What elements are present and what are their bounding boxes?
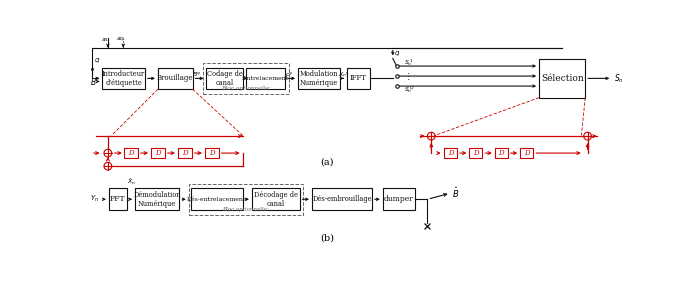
FancyBboxPatch shape [520,148,533,158]
Text: FFT: FFT [110,195,126,203]
Text: $a_1$: $a_1$ [101,36,110,44]
Text: Codage de
canal: Codage de canal [206,70,243,87]
Text: $\hat{X}_n$: $\hat{X}_n$ [127,176,136,187]
Text: D: D [209,149,215,157]
Text: D: D [182,149,188,157]
Text: $\hat{B}$: $\hat{B}$ [452,186,459,200]
FancyBboxPatch shape [158,68,193,89]
Text: Démodulation
Numérique: Démodulation Numérique [133,191,181,208]
Text: D: D [473,149,479,157]
Text: Bloc optionnelle:: Bloc optionnelle: [220,87,271,92]
Text: (b): (b) [320,233,334,242]
FancyBboxPatch shape [124,148,138,158]
Text: D: D [128,149,133,157]
FancyBboxPatch shape [206,68,243,89]
FancyBboxPatch shape [191,189,243,210]
Text: $c^q$: $c^q$ [285,71,293,79]
FancyBboxPatch shape [469,148,482,158]
Text: $q$: $q$ [394,49,400,58]
Text: $B$: $B$ [90,76,97,87]
Text: D: D [448,149,453,157]
FancyBboxPatch shape [252,189,300,210]
FancyBboxPatch shape [108,189,127,210]
Text: IFFT: IFFT [350,74,367,82]
Text: Dés-entrelacement: Dés-entrelacement [187,197,247,202]
Text: $\vdots$: $\vdots$ [404,71,411,82]
Text: Entrelacement: Entrelacement [243,76,289,81]
Text: D: D [524,149,530,157]
FancyBboxPatch shape [444,148,457,158]
FancyBboxPatch shape [135,189,179,210]
Text: $Y_n$: $Y_n$ [90,194,99,204]
Text: $B^q$: $B^q$ [192,71,201,79]
Text: Modulation
Numérique: Modulation Numérique [300,70,338,87]
FancyBboxPatch shape [205,148,219,158]
Text: dumper: dumper [384,195,414,203]
FancyBboxPatch shape [178,148,192,158]
Text: (a): (a) [320,158,334,167]
FancyBboxPatch shape [312,189,372,210]
FancyBboxPatch shape [495,148,508,158]
Text: D: D [155,149,161,157]
Text: $X_n$: $X_n$ [338,70,348,79]
Text: $S_n^{\;Q}$: $S_n^{\;Q}$ [404,84,415,95]
Text: $q$: $q$ [94,56,100,65]
Text: Sélection: Sélection [541,74,584,83]
FancyBboxPatch shape [539,59,585,98]
FancyBboxPatch shape [247,68,285,89]
Text: $S_n^{\;1}$: $S_n^{\;1}$ [404,58,414,68]
FancyBboxPatch shape [383,189,415,210]
Text: Brouillage: Brouillage [157,74,193,82]
Text: D: D [498,149,504,157]
Text: Introducteur
d'étiquette: Introducteur d'étiquette [102,70,145,87]
FancyBboxPatch shape [151,148,165,158]
Text: $^q$: $^q$ [345,70,350,76]
Text: Bloc optionnelle:: Bloc optionnelle: [222,207,269,212]
Text: Décodage de
canal: Décodage de canal [254,191,297,208]
Text: $S_n$: $S_n$ [614,72,623,85]
Text: $a_Q$: $a_Q$ [116,36,126,44]
FancyBboxPatch shape [347,68,370,89]
FancyBboxPatch shape [102,68,145,89]
FancyBboxPatch shape [298,68,341,89]
Text: Dés-embrouillage: Dés-embrouillage [312,195,372,203]
